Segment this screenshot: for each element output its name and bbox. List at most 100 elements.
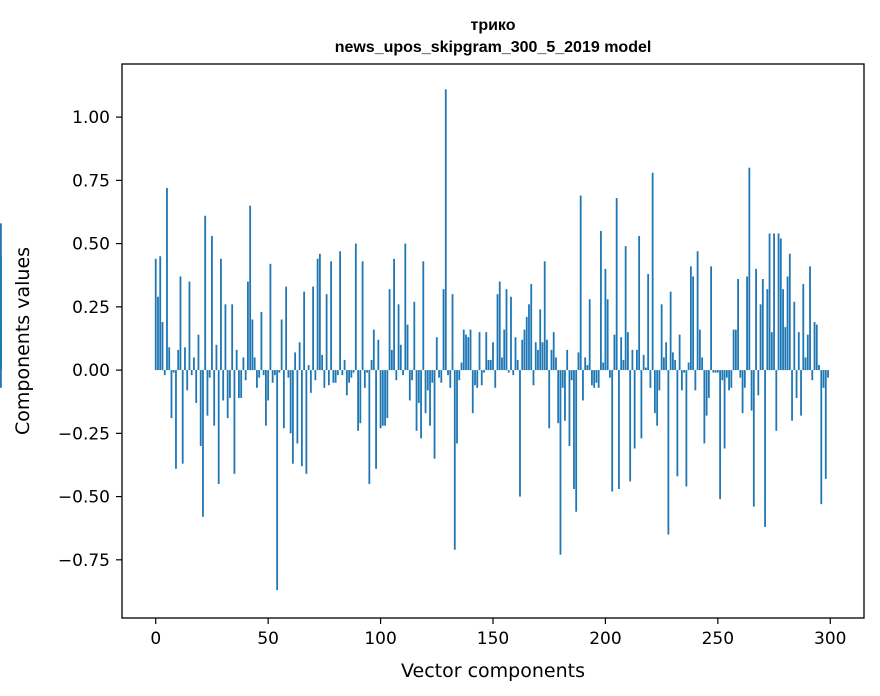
bar bbox=[222, 370, 225, 401]
bar bbox=[521, 339, 524, 371]
bar bbox=[377, 339, 380, 371]
bar bbox=[809, 266, 811, 371]
bar bbox=[384, 370, 386, 426]
bar bbox=[752, 370, 755, 507]
bar bbox=[633, 370, 636, 449]
bar bbox=[339, 251, 341, 371]
x-axis-label: Vector components bbox=[401, 660, 585, 682]
bar bbox=[336, 370, 339, 376]
bar bbox=[725, 370, 728, 378]
bar bbox=[647, 273, 650, 371]
bar bbox=[759, 304, 762, 371]
bar bbox=[640, 370, 643, 439]
bar bbox=[732, 329, 735, 371]
bar bbox=[770, 332, 773, 371]
bar bbox=[193, 357, 195, 371]
bar bbox=[426, 370, 429, 391]
bar bbox=[573, 370, 575, 489]
bar bbox=[172, 370, 175, 373]
bar bbox=[386, 370, 389, 419]
bar bbox=[208, 370, 211, 378]
bar bbox=[543, 261, 546, 371]
bar bbox=[478, 332, 481, 371]
bar bbox=[510, 296, 512, 371]
bar bbox=[350, 370, 353, 378]
bar bbox=[395, 370, 398, 381]
bar bbox=[586, 365, 589, 371]
bar bbox=[546, 339, 548, 371]
bar bbox=[611, 370, 614, 492]
bar bbox=[474, 370, 476, 386]
bar bbox=[712, 370, 715, 373]
bar bbox=[359, 370, 362, 424]
bar bbox=[440, 370, 443, 383]
bar bbox=[597, 370, 600, 388]
bar bbox=[793, 301, 796, 371]
bar bbox=[343, 359, 346, 371]
bar bbox=[372, 329, 375, 371]
bar bbox=[278, 370, 281, 373]
bar bbox=[431, 370, 434, 383]
bar bbox=[471, 370, 474, 414]
bar bbox=[282, 370, 285, 429]
bar bbox=[719, 370, 721, 500]
bar bbox=[806, 334, 809, 371]
bar bbox=[559, 370, 562, 555]
bar bbox=[588, 299, 591, 371]
bar bbox=[327, 370, 330, 386]
y-tick-label: 0.25 bbox=[72, 298, 110, 318]
bar bbox=[251, 319, 254, 371]
bar bbox=[642, 354, 645, 371]
bar bbox=[487, 359, 490, 371]
bar bbox=[496, 294, 499, 371]
bar bbox=[501, 357, 503, 371]
bar bbox=[613, 334, 616, 371]
bar bbox=[734, 329, 737, 371]
bar bbox=[694, 370, 697, 391]
bar bbox=[656, 370, 659, 426]
bar bbox=[525, 316, 528, 371]
bar bbox=[811, 370, 814, 381]
bar bbox=[197, 334, 200, 371]
bar-series bbox=[0, 89, 829, 591]
bar bbox=[519, 370, 521, 497]
bar bbox=[804, 357, 807, 371]
y-tick-label: 0.75 bbox=[72, 171, 110, 191]
bar bbox=[649, 370, 652, 388]
bar bbox=[417, 370, 420, 403]
bar bbox=[444, 89, 447, 371]
bar bbox=[669, 291, 672, 371]
bar bbox=[314, 370, 317, 381]
bar bbox=[784, 327, 787, 371]
bar bbox=[467, 337, 470, 371]
bar bbox=[593, 370, 596, 388]
bar bbox=[680, 370, 683, 391]
bar bbox=[689, 266, 692, 371]
bar bbox=[188, 281, 191, 371]
bar bbox=[258, 370, 261, 378]
bar bbox=[157, 296, 159, 371]
bar bbox=[658, 370, 661, 391]
bar bbox=[368, 370, 371, 484]
bar bbox=[622, 359, 625, 371]
bar bbox=[476, 370, 479, 388]
bar bbox=[399, 344, 402, 371]
bar bbox=[707, 370, 710, 398]
bar bbox=[570, 370, 573, 381]
bar bbox=[660, 304, 663, 371]
bar bbox=[494, 370, 497, 388]
bar bbox=[307, 365, 310, 371]
bar bbox=[737, 279, 739, 371]
bar bbox=[683, 370, 686, 373]
bar bbox=[555, 357, 557, 371]
bar bbox=[505, 289, 508, 371]
y-tick-label: 0.00 bbox=[72, 361, 110, 381]
bar bbox=[561, 370, 564, 388]
bar bbox=[348, 370, 350, 383]
bar bbox=[433, 370, 436, 459]
y-tick-label: −0.50 bbox=[58, 488, 110, 508]
bar bbox=[276, 370, 279, 591]
bar bbox=[318, 253, 321, 371]
bar bbox=[323, 370, 326, 388]
